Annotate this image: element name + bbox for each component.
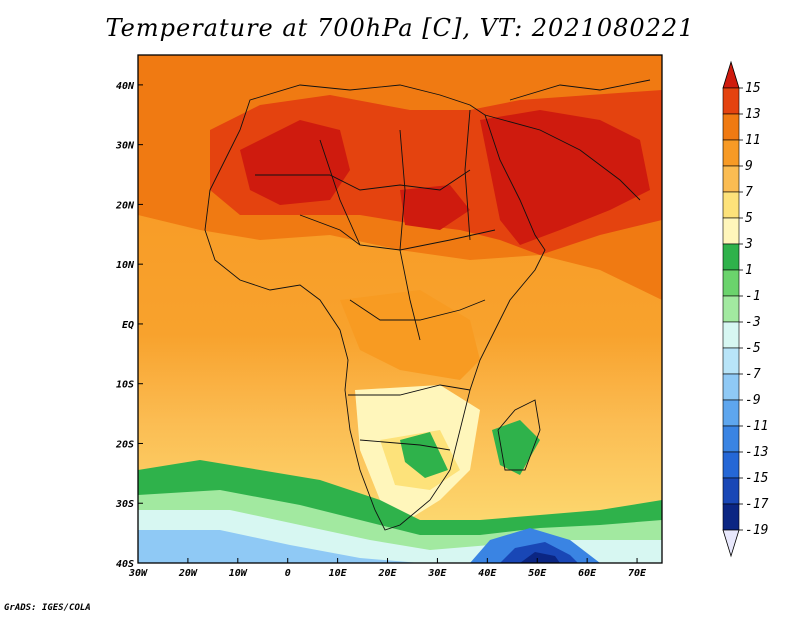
colorbar-label: -13 [745, 445, 768, 460]
colorbar-segment [722, 477, 740, 505]
colorbar-label: -19 [745, 523, 768, 538]
grads-credit: GrADS: IGES/COLA [4, 603, 91, 613]
colorbar-segment [722, 295, 740, 323]
colorbar-segment [722, 451, 740, 479]
lat-tick-label: 10N [116, 260, 135, 271]
colorbar-segment [722, 425, 740, 453]
colorbar-label: -9 [745, 393, 761, 408]
colorbar-label: 5 [745, 211, 753, 226]
colorbar-label: 7 [745, 185, 753, 200]
lon-tick-label: 20W [178, 568, 198, 579]
colorbar-segment [722, 269, 740, 297]
lon-tick-label: 70E [628, 568, 647, 579]
colorbar-label: 11 [745, 133, 761, 148]
colorbar-label: -17 [745, 497, 769, 512]
lat-tick-label: 40S [116, 559, 134, 570]
colorbar-label: -15 [745, 471, 769, 486]
colorbar: 15 13 11 9 7 5 3 1 -1 -3 -5 -7 -9 -11 -13 -15 -17 -19 [722, 60, 769, 558]
lon-tick-label: 60E [578, 568, 597, 579]
colorbar-bottom-triangle [722, 529, 740, 558]
lon-tick-label: 30W [128, 568, 148, 579]
colorbar-top-triangle [722, 60, 740, 89]
colorbar-segment [722, 503, 740, 531]
colorbar-label: -7 [745, 367, 761, 382]
lon-tick-label: 40E [478, 568, 497, 579]
latitude-axis: 40N 30N 20N 10N EQ 10S 20S 30S 40S [115, 81, 143, 570]
lat-tick-label: 20N [115, 200, 135, 211]
colorbar-segment [722, 217, 740, 245]
lat-tick-label: 30N [115, 141, 135, 152]
map-frame [137, 54, 663, 564]
lat-tick-label: 20S [115, 439, 134, 450]
lat-tick-label: 30S [115, 499, 134, 510]
colorbar-segment [722, 87, 740, 115]
temperature-field [138, 55, 662, 563]
colorbar-label: 9 [745, 159, 753, 174]
lon-tick-label: 30E [427, 568, 447, 579]
colorbar-label: 1 [745, 263, 753, 278]
lon-tick-label: 10E [329, 568, 348, 579]
colorbar-label: -5 [745, 341, 761, 356]
colorbar-label: 3 [744, 237, 753, 252]
colorbar-segment [722, 165, 740, 193]
colorbar-segment [722, 139, 740, 167]
colorbar-segment [722, 243, 740, 271]
lat-tick-label: EQ [122, 320, 134, 331]
colorbar-segment [722, 321, 740, 349]
colorbar-label: -3 [745, 315, 761, 330]
colorbar-label: -1 [745, 289, 761, 304]
lon-tick-label: 10W [229, 568, 248, 579]
colorbar-segment [722, 113, 740, 141]
colorbar-label: 15 [745, 81, 761, 96]
longitude-axis: 30W 20W 10W 0 10E 20E 30E 40E 50E 60E 70E [128, 558, 647, 579]
colorbar-segment [722, 347, 740, 375]
lon-tick-label: 20E [377, 568, 397, 579]
lat-tick-label: 10S [116, 380, 134, 391]
map-title: Temperature at 700hPa [C], VT: 202108022… [105, 14, 695, 42]
colorbar-segment [722, 399, 740, 427]
colorbar-label: -11 [745, 419, 768, 434]
colorbar-segment [722, 373, 740, 401]
colorbar-segment [722, 191, 740, 219]
lon-tick-label: 50E [528, 568, 547, 579]
lon-tick-label: 0 [285, 568, 291, 579]
lat-tick-label: 40N [116, 81, 135, 92]
colorbar-label: 13 [745, 107, 761, 122]
